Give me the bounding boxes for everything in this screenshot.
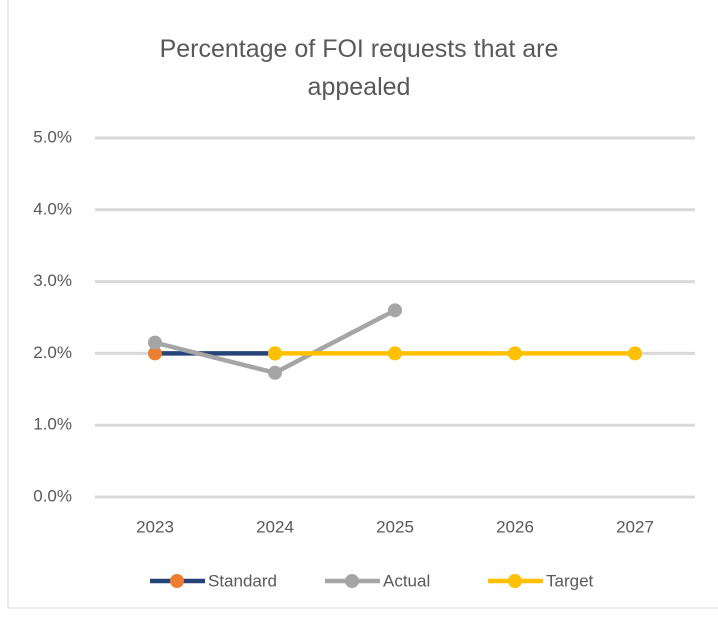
chart-border (7, 0, 718, 609)
legend-marker (345, 574, 359, 588)
series-marker (388, 346, 402, 361)
legend-label: Actual (383, 571, 430, 590)
legend-marker (170, 574, 184, 588)
legend-marker (508, 574, 522, 588)
chart-title: Percentage of FOI requests that are appe… (159, 35, 559, 101)
y-tick-label: 3.0% (33, 271, 72, 290)
series-marker (508, 346, 522, 361)
series-marker (628, 346, 642, 361)
y-tick-label: 5.0% (33, 127, 72, 146)
series-line (154, 308, 397, 376)
series-marker (268, 365, 282, 380)
x-tick-label: 2023 (136, 517, 174, 536)
series-marker (148, 335, 162, 350)
series-marker (388, 303, 402, 318)
x-tick-label: 2025 (376, 517, 414, 536)
legend-label: Target (546, 571, 594, 590)
x-tick-label: 2027 (616, 517, 654, 536)
y-tick-label: 1.0% (33, 415, 72, 434)
y-tick-label: 2.0% (33, 343, 72, 362)
legend-label: Standard (208, 571, 277, 590)
series-marker (148, 346, 162, 361)
series-marker (268, 346, 282, 361)
y-tick-label: 0.0% (33, 486, 72, 505)
y-tick-label: 4.0% (33, 199, 72, 218)
x-tick-label: 2026 (496, 517, 534, 536)
x-tick-label: 2024 (256, 517, 294, 536)
